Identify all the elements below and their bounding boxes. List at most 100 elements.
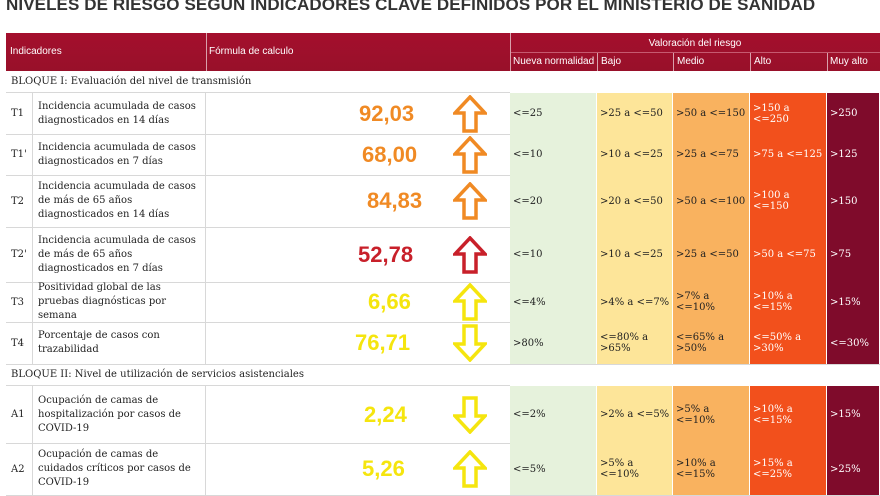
indicator-code: A2 — [11, 463, 25, 475]
up-arrow-icon — [453, 236, 487, 274]
down-arrow-icon — [453, 324, 487, 362]
cell-medio: <=65% a >50% — [673, 322, 750, 364]
cell-nueva-normalidad: <=2% — [510, 386, 597, 443]
cell-medio: >50 a <=150 — [673, 93, 750, 134]
indicator-code: T1 — [11, 108, 25, 119]
table-row: T2' Incidencia acumulada de casos de más… — [6, 227, 880, 283]
cell-nueva-normalidad: <=10 — [510, 134, 597, 175]
cell-bajo: >5% a <=10% — [597, 443, 673, 495]
indicator-code: T1' — [11, 149, 27, 160]
indicator-description: Porcentaje de casos con trazabilidad — [32, 322, 206, 364]
indicator-code: T2' — [11, 249, 27, 260]
header-level-muy-alto: Muy alto — [830, 56, 868, 67]
indicator-value: 92,03 — [359, 101, 415, 126]
cell-medio: >5% a <=10% — [673, 386, 750, 443]
cell-muy-alto: >15% — [827, 282, 880, 322]
cell-bajo: >2% a <=5% — [597, 386, 673, 443]
block-heading-text: BLOQUE II: Nivel de utilización de servi… — [11, 369, 304, 380]
indicator-description: Ocupación de camas de cuidados críticos … — [32, 443, 206, 495]
table-row: T4 Porcentaje de casos con trazabilidad … — [6, 322, 880, 365]
table-row: A1 Ocupación de camas de hospitalización… — [6, 386, 880, 444]
cell-nueva-normalidad: <=5% — [510, 443, 597, 495]
header-level-bajo: Bajo — [601, 56, 622, 67]
cell-alto: >100 a <=150 — [750, 175, 827, 227]
cell-medio: >50 a <=100 — [673, 175, 750, 227]
cell-alto: >75 a <=125 — [750, 134, 827, 175]
cell-bajo: >20 a <=50 — [597, 175, 673, 227]
block-gap — [510, 72, 880, 92]
cell-nueva-normalidad: <=4% — [510, 282, 597, 322]
cell-muy-alto: >75 — [827, 227, 880, 282]
table-row: A2 Ocupación de camas de cuidados crític… — [6, 443, 880, 496]
cell-nueva-normalidad: <=25 — [510, 93, 597, 134]
block-heading: BLOQUE I: Evaluación del nivel de transm… — [6, 72, 510, 93]
cell-alto: >150 a <=250 — [750, 93, 827, 134]
indicator-description: Incidencia acumulada de casos de más de … — [32, 175, 206, 227]
cell-alto: <=50% a >30% — [750, 322, 827, 364]
header-level-nueva-normalidad: Nueva normalidad — [513, 56, 595, 67]
indicator-description: Ocupación de camas de hospitalización po… — [32, 386, 206, 443]
cell-alto: >10% a <=15% — [750, 386, 827, 443]
cell-muy-alto: >125 — [827, 134, 880, 175]
indicator-code: T2 — [11, 195, 25, 207]
header-divider — [510, 52, 880, 53]
indicator-code: A1 — [11, 409, 25, 420]
indicator-code: T4 — [11, 337, 25, 349]
header-level-alto: Alto — [754, 56, 772, 67]
cell-medio: >7% a <=10% — [673, 282, 750, 322]
cell-alto: >50 a <=75 — [750, 227, 827, 282]
indicator-description: Positividad global de las pruebas diagnó… — [32, 282, 206, 322]
header-separator — [673, 53, 674, 71]
table-row: T3 Positividad global de las pruebas dia… — [6, 282, 880, 323]
table-row: T1' Incidencia acumulada de casos diagno… — [6, 134, 880, 176]
indicator-value: 6,66 — [368, 289, 411, 314]
cell-bajo: <=80% a >65% — [597, 322, 673, 364]
cell-bajo: >10 a <=25 — [597, 227, 673, 282]
header-separator — [827, 53, 828, 71]
table-row: T1 Incidencia acumulada de casos diagnos… — [6, 93, 880, 135]
indicator-code: T3 — [11, 296, 25, 308]
cell-alto: >15% a <=25% — [750, 443, 827, 495]
cell-muy-alto: >150 — [827, 175, 880, 227]
cell-nueva-normalidad: <=20 — [510, 175, 597, 227]
cell-bajo: >10 a <=25 — [597, 134, 673, 175]
cell-medio: >25 a <=75 — [673, 134, 750, 175]
indicator-description: Incidencia acumulada de casos diagnostic… — [32, 134, 206, 175]
indicator-value: 76,71 — [355, 330, 411, 355]
up-arrow-icon — [453, 95, 487, 133]
indicator-description: Incidencia acumulada de casos de más de … — [32, 227, 206, 282]
table-row: T2 Incidencia acumulada de casos de más … — [6, 175, 880, 228]
risk-indicators-table: Indicadores Fórmula de calculo Valoració… — [6, 33, 880, 496]
cell-medio: >25 a <=50 — [673, 227, 750, 282]
header-separator — [597, 53, 598, 71]
up-arrow-icon — [453, 182, 487, 220]
indicator-value: 68,00 — [362, 142, 418, 167]
block-heading-text: BLOQUE I: Evaluación del nivel de transm… — [11, 76, 252, 87]
cell-muy-alto: >250 — [827, 93, 880, 134]
indicator-value: 5,26 — [362, 456, 405, 481]
cell-muy-alto: >25% — [827, 443, 880, 495]
header-formula: Fórmula de calculo — [209, 46, 294, 57]
cell-alto: >10% a <=15% — [750, 282, 827, 322]
indicator-description: Incidencia acumulada de casos diagnostic… — [32, 93, 206, 134]
up-arrow-icon — [453, 283, 487, 321]
cell-muy-alto: >15% — [827, 386, 880, 443]
up-arrow-icon — [453, 136, 487, 174]
cell-bajo: >4% a <=7% — [597, 282, 673, 322]
indicator-value: 84,83 — [367, 188, 423, 213]
block-heading: BLOQUE II: Nivel de utilización de servi… — [6, 365, 510, 386]
header-separator — [750, 53, 751, 71]
cell-muy-alto: <=30% — [827, 322, 880, 364]
header-level-medio: Medio — [677, 56, 705, 67]
page-title: NIVELES DE RIESGO SEGÚN INDICADORES CLAV… — [6, 0, 816, 14]
header-separator — [206, 33, 207, 71]
indicator-value: 52,78 — [358, 242, 414, 267]
header-separator — [510, 33, 511, 71]
block-gap — [510, 365, 880, 385]
up-arrow-icon — [453, 450, 487, 488]
down-arrow-icon — [453, 396, 487, 434]
cell-nueva-normalidad: <=10 — [510, 227, 597, 282]
header-indicadores: Indicadores — [10, 46, 62, 57]
cell-medio: >10% a <=15% — [673, 443, 750, 495]
cell-bajo: >25 a <=50 — [597, 93, 673, 134]
